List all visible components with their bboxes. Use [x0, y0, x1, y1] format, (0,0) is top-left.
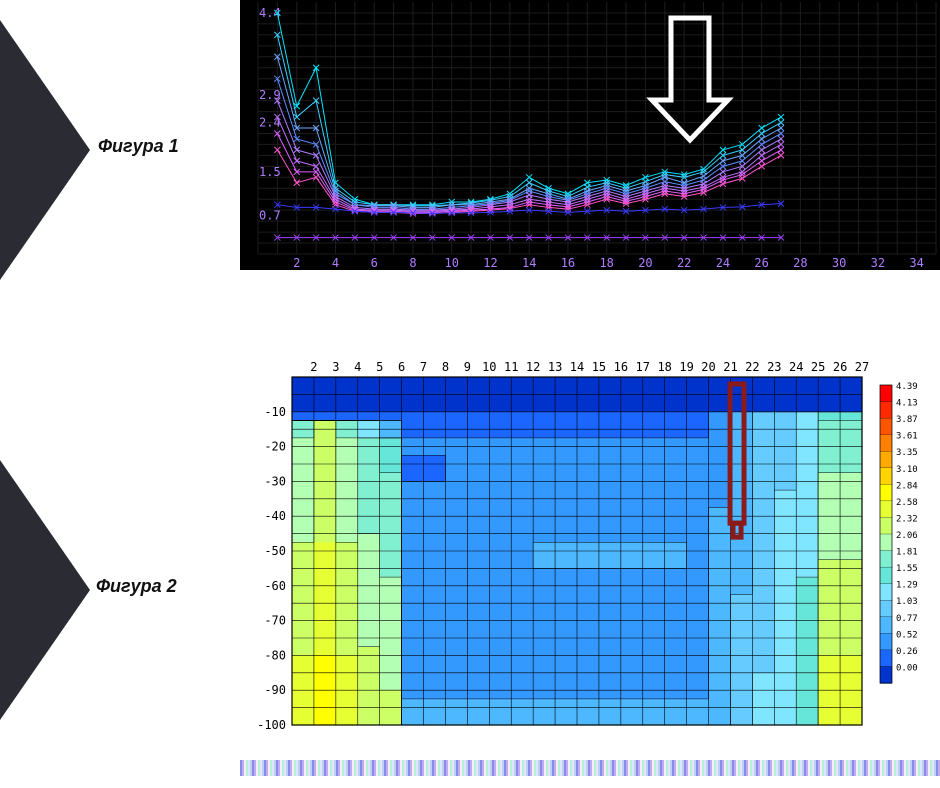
svg-text:4: 4: [354, 360, 361, 374]
svg-text:10: 10: [444, 256, 458, 270]
svg-text:25: 25: [811, 360, 825, 374]
svg-text:0.00: 0.00: [896, 663, 918, 673]
svg-text:26: 26: [754, 256, 768, 270]
svg-text:12: 12: [526, 360, 540, 374]
svg-text:6: 6: [398, 360, 405, 374]
svg-text:22: 22: [745, 360, 759, 374]
svg-text:6: 6: [371, 256, 378, 270]
svg-text:-50: -50: [264, 544, 286, 558]
svg-text:19: 19: [679, 360, 693, 374]
svg-text:7: 7: [420, 360, 427, 374]
svg-text:17: 17: [636, 360, 650, 374]
figure1-chart: 2468101214161820222426283032340.71.52.42…: [240, 0, 940, 270]
svg-text:18: 18: [657, 360, 671, 374]
figure2-chart: 2345678910111213141516171819202122232425…: [240, 355, 940, 735]
svg-text:24: 24: [716, 256, 730, 270]
svg-text:2.58: 2.58: [896, 498, 918, 508]
svg-text:0.26: 0.26: [896, 647, 918, 657]
svg-text:15: 15: [592, 360, 606, 374]
figure1-svg: 2468101214161820222426283032340.71.52.42…: [240, 0, 940, 270]
svg-text:20: 20: [638, 256, 652, 270]
svg-text:-90: -90: [264, 683, 286, 697]
svg-text:11: 11: [504, 360, 518, 374]
figure2-label: Фигура 2: [96, 576, 177, 597]
svg-text:4: 4: [332, 256, 339, 270]
svg-text:32: 32: [871, 256, 885, 270]
svg-text:5: 5: [376, 360, 383, 374]
svg-text:-20: -20: [264, 440, 286, 454]
svg-text:1.5: 1.5: [259, 165, 281, 179]
svg-text:0.77: 0.77: [896, 614, 918, 624]
svg-text:14: 14: [522, 256, 536, 270]
svg-text:-40: -40: [264, 509, 286, 523]
svg-text:1.29: 1.29: [896, 581, 918, 591]
figure2-svg: 2345678910111213141516171819202122232425…: [240, 355, 940, 735]
svg-text:21: 21: [723, 360, 737, 374]
svg-text:16: 16: [614, 360, 628, 374]
svg-text:0.7: 0.7: [259, 209, 281, 223]
figure1-label: Фигура 1: [98, 136, 179, 157]
svg-text:3.61: 3.61: [896, 432, 918, 442]
arrow-shape-icon: [0, 20, 90, 280]
svg-text:16: 16: [561, 256, 575, 270]
svg-text:20: 20: [701, 360, 715, 374]
svg-text:26: 26: [833, 360, 847, 374]
svg-text:2.06: 2.06: [896, 531, 918, 541]
svg-text:-80: -80: [264, 648, 286, 662]
svg-text:9: 9: [464, 360, 471, 374]
svg-text:34: 34: [909, 256, 923, 270]
svg-text:22: 22: [677, 256, 691, 270]
svg-text:-100: -100: [257, 718, 286, 732]
svg-text:-30: -30: [264, 474, 286, 488]
svg-text:28: 28: [793, 256, 807, 270]
svg-text:1.03: 1.03: [896, 597, 918, 607]
svg-text:-60: -60: [264, 579, 286, 593]
svg-text:4.13: 4.13: [896, 399, 918, 409]
svg-text:8: 8: [409, 256, 416, 270]
svg-text:30: 30: [832, 256, 846, 270]
noise-strip: [240, 760, 940, 776]
page: Фигура 1 Фигура 2 2468101214161820222426…: [0, 0, 940, 788]
svg-text:18: 18: [599, 256, 613, 270]
svg-text:0.52: 0.52: [896, 630, 918, 640]
svg-text:2.84: 2.84: [896, 481, 918, 491]
svg-text:-70: -70: [264, 614, 286, 628]
svg-text:14: 14: [570, 360, 584, 374]
svg-text:3: 3: [332, 360, 339, 374]
svg-text:10: 10: [482, 360, 496, 374]
svg-text:3.10: 3.10: [896, 465, 918, 475]
svg-text:13: 13: [548, 360, 562, 374]
svg-text:24: 24: [789, 360, 803, 374]
svg-text:27: 27: [855, 360, 869, 374]
svg-text:3.87: 3.87: [896, 415, 918, 425]
svg-text:1.81: 1.81: [896, 548, 918, 558]
svg-text:-10: -10: [264, 405, 286, 419]
svg-text:1.55: 1.55: [896, 564, 918, 574]
svg-text:2: 2: [293, 256, 300, 270]
svg-text:12: 12: [483, 256, 497, 270]
svg-text:2: 2: [310, 360, 317, 374]
svg-text:4.39: 4.39: [896, 382, 918, 392]
svg-text:2.32: 2.32: [896, 514, 918, 524]
svg-text:8: 8: [442, 360, 449, 374]
arrow-shape-icon: [0, 460, 90, 720]
svg-text:3.35: 3.35: [896, 448, 918, 458]
svg-text:23: 23: [767, 360, 781, 374]
